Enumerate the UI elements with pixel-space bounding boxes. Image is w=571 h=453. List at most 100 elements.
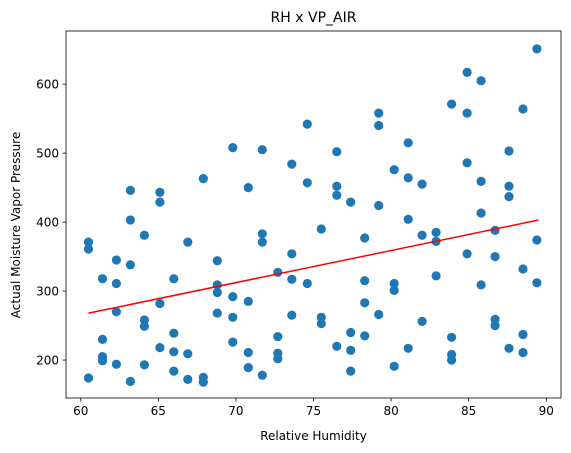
data-point-26 (169, 366, 179, 376)
data-point-87 (417, 179, 427, 189)
data-point-118 (532, 235, 542, 245)
data-point-36 (212, 308, 222, 318)
data-point-50 (273, 332, 283, 342)
data-point-94 (447, 332, 457, 342)
x-tick-label-75: 75 (306, 404, 321, 418)
axes: 60 65 70 75 80 85 90 200 300 400 500 600 (36, 30, 562, 418)
data-point-20 (155, 197, 165, 207)
data-point-82 (389, 361, 399, 371)
data-point-59 (302, 278, 312, 289)
data-point-52 (273, 354, 283, 364)
data-point-48 (257, 370, 267, 380)
data-point-106 (490, 252, 500, 262)
data-point-85 (403, 214, 413, 224)
x-tick-label-85: 85 (461, 404, 476, 418)
data-point-79 (389, 165, 399, 175)
data-point-90 (431, 227, 441, 237)
data-point-117 (532, 44, 542, 54)
data-point-33 (212, 256, 222, 266)
data-point-76 (374, 120, 384, 131)
data-point-81 (389, 285, 399, 295)
data-point-98 (462, 108, 472, 118)
x-tick-label-80: 80 (383, 404, 398, 418)
data-point-0 (83, 237, 94, 247)
data-point-19 (155, 187, 165, 197)
trend-line (88, 219, 539, 314)
data-point-89 (417, 316, 427, 326)
data-point-72 (360, 276, 370, 286)
data-point-8 (111, 278, 121, 289)
data-point-62 (316, 318, 326, 329)
y-tick-label-600: 600 (36, 77, 59, 91)
data-point-18 (139, 360, 149, 370)
y-tick-label-400: 400 (36, 215, 59, 229)
y-tick-label-300: 300 (36, 284, 59, 298)
data-point-4 (97, 334, 108, 344)
y-axis-label: Actual Moisture Vapor Pressure (9, 132, 23, 318)
data-point-60 (316, 224, 326, 234)
data-point-32 (198, 377, 208, 387)
data-point-109 (504, 146, 514, 156)
data-point-99 (462, 158, 472, 168)
data-point-110 (504, 181, 514, 191)
data-point-88 (417, 230, 427, 240)
data-point-23 (169, 274, 179, 284)
data-point-47 (257, 237, 267, 247)
data-point-27 (183, 237, 193, 247)
data-point-15 (139, 230, 149, 240)
data-point-2 (83, 373, 94, 383)
data-point-102 (476, 176, 486, 186)
data-point-74 (360, 331, 370, 341)
data-point-46 (257, 229, 267, 239)
data-point-80 (389, 278, 399, 289)
y-tick-label-200: 200 (36, 353, 59, 367)
data-point-69 (346, 345, 356, 355)
data-point-42 (243, 296, 253, 306)
trendline-layer (88, 219, 539, 314)
data-point-22 (155, 343, 165, 353)
data-point-37 (228, 143, 238, 153)
data-point-63 (332, 147, 342, 157)
data-point-35 (212, 287, 222, 298)
data-point-83 (403, 138, 413, 148)
data-point-75 (374, 108, 384, 118)
data-point-116 (518, 347, 528, 358)
data-point-65 (332, 190, 342, 200)
data-point-84 (403, 173, 413, 183)
data-point-14 (125, 376, 135, 386)
data-point-24 (169, 328, 179, 338)
chart-title: RH x VP_AIR (271, 10, 357, 26)
data-point-10 (111, 359, 121, 369)
data-point-56 (287, 310, 297, 320)
data-point-103 (476, 208, 486, 218)
data-point-68 (346, 327, 356, 338)
data-point-25 (169, 347, 179, 357)
data-point-58 (302, 178, 312, 188)
data-point-44 (243, 363, 253, 373)
data-point-29 (183, 374, 193, 384)
data-point-54 (287, 249, 297, 259)
data-point-16 (139, 315, 149, 325)
data-point-73 (360, 298, 370, 308)
data-point-113 (518, 104, 528, 114)
data-point-100 (462, 249, 472, 259)
x-axis-label: Relative Humidity (260, 429, 367, 443)
y-tick-label-500: 500 (36, 146, 59, 160)
data-point-86 (403, 343, 413, 353)
data-point-49 (273, 267, 283, 277)
data-point-77 (374, 200, 384, 211)
x-tick-label-60: 60 (73, 404, 88, 418)
data-point-108 (490, 321, 500, 331)
data-point-9 (111, 307, 121, 317)
data-point-13 (125, 260, 135, 270)
data-point-119 (532, 278, 542, 288)
data-point-70 (346, 366, 356, 376)
data-point-28 (183, 349, 193, 359)
data-point-93 (447, 99, 457, 109)
data-point-40 (228, 337, 238, 347)
data-point-11 (125, 185, 135, 195)
data-point-30 (198, 174, 208, 184)
data-point-112 (504, 343, 514, 353)
